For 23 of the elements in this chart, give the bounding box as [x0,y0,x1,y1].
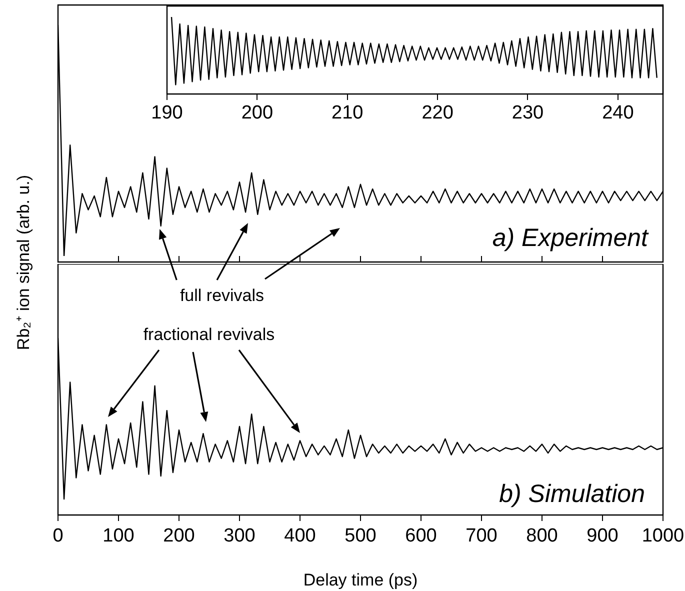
x-axis-title: Delay time (ps) [303,570,418,590]
x-tick-label: 0 [52,526,64,547]
x-tick-label: 200 [241,102,274,124]
x-tick-label: 1000 [642,526,684,547]
x-tick-label: 700 [466,526,498,547]
x-tick-label: 210 [332,102,364,124]
x-tick-label: 300 [224,526,256,547]
annotation: b) Simulation [499,480,645,508]
x-tick-label: 230 [512,102,544,124]
x-tick-label: 240 [602,102,634,124]
x-tick-label: 900 [586,526,618,547]
x-tick-label: 190 [151,102,183,124]
x-tick-label: 800 [526,526,558,547]
x-tick-label: 220 [422,102,454,124]
annotation: fractional revivals [143,325,275,344]
annotation: a) Experiment [492,224,648,252]
x-tick-label: 500 [344,526,376,547]
text: full revivals [180,286,264,305]
x-tick-label: 600 [405,526,437,547]
x-tick-label: 400 [284,526,316,547]
x-tick-label: 200 [163,526,195,547]
y-axis-title: Rb₂⁺ ion signal (arb. u.) [12,174,34,350]
x-tick-label: 100 [102,526,134,547]
